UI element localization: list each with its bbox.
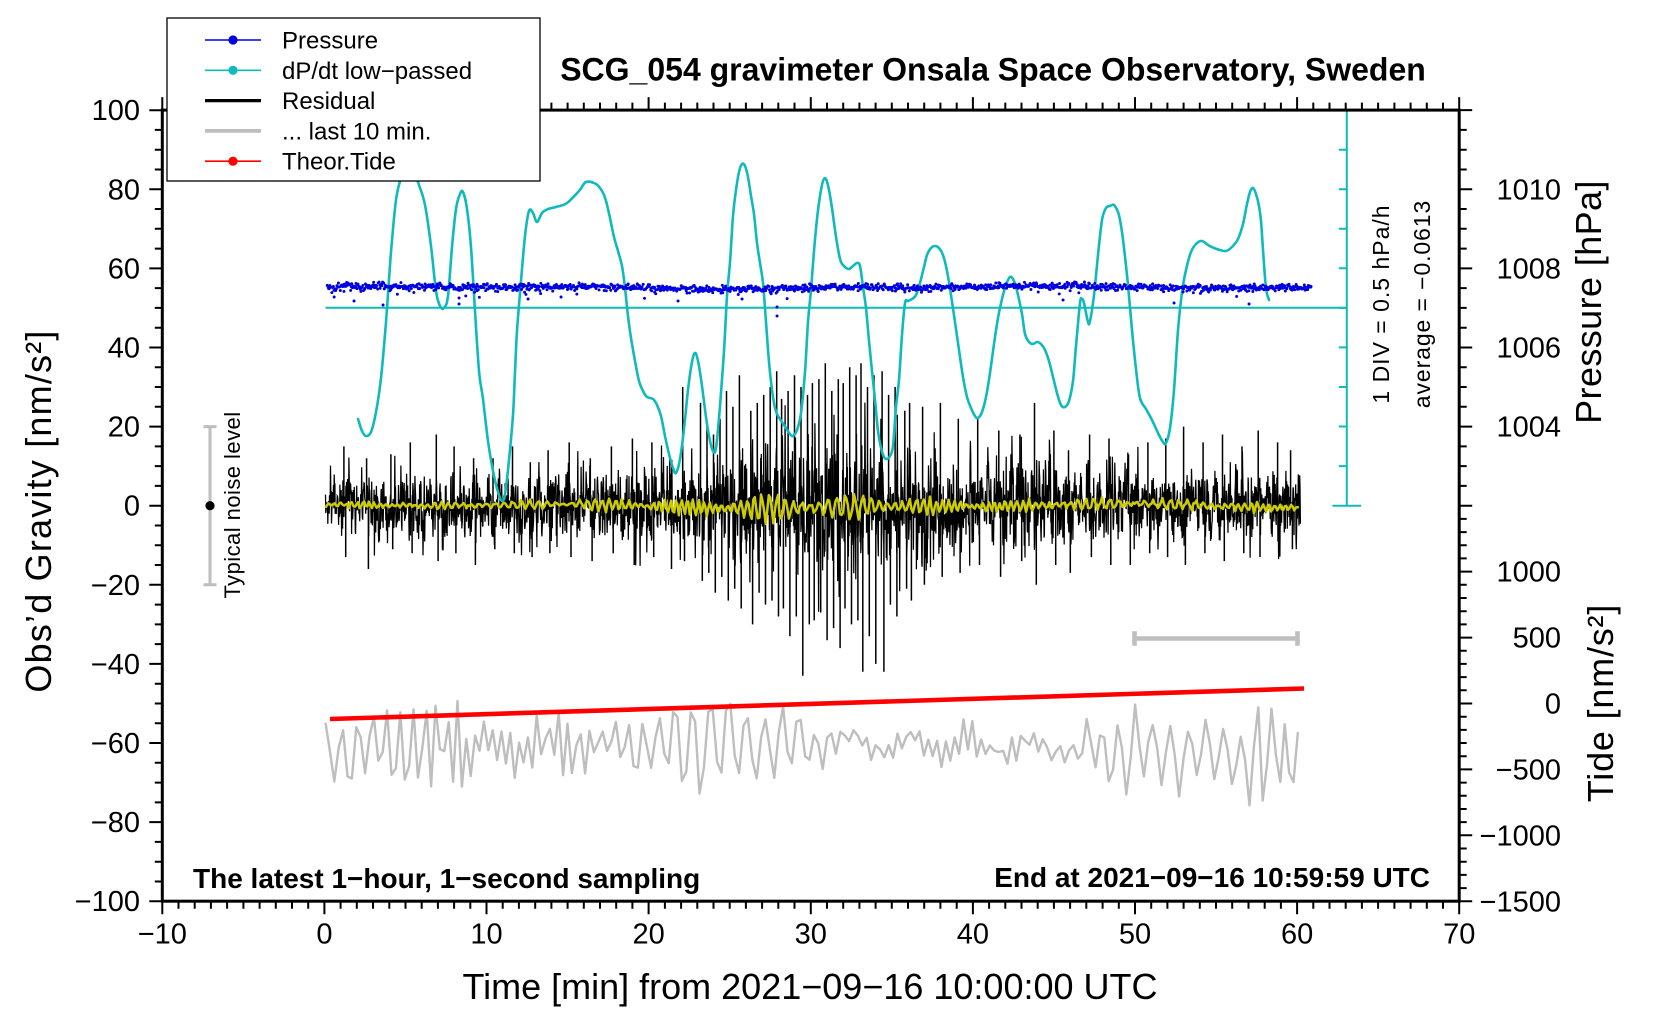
svg-text:1008: 1008 xyxy=(1496,253,1561,285)
svg-text:1006: 1006 xyxy=(1496,333,1561,365)
svg-text:0: 0 xyxy=(124,491,140,523)
svg-text:500: 500 xyxy=(1513,623,1561,655)
svg-text:20: 20 xyxy=(108,412,140,444)
svg-text:−60: −60 xyxy=(91,728,140,760)
svg-text:1004: 1004 xyxy=(1496,412,1561,444)
svg-text:50: 50 xyxy=(1119,919,1151,951)
svg-text:−500: −500 xyxy=(1496,754,1561,786)
svg-text:100: 100 xyxy=(92,95,140,127)
svg-text:−1500: −1500 xyxy=(1480,886,1561,918)
svg-text:30: 30 xyxy=(795,919,827,951)
svg-text:0: 0 xyxy=(316,919,332,951)
svg-text:10: 10 xyxy=(470,919,502,951)
svg-text:Time [min] from 2021−09−16 10:: Time [min] from 2021−09−16 10:00:00 UTC xyxy=(462,966,1157,1007)
svg-text:Typical noise level: Typical noise level xyxy=(220,411,245,598)
svg-text:60: 60 xyxy=(108,253,140,285)
svg-text:80: 80 xyxy=(108,174,140,206)
svg-text:The latest 1−hour, 1−second sa: The latest 1−hour, 1−second sampling xyxy=(193,863,700,894)
svg-text:Pressure: Pressure xyxy=(282,28,378,55)
svg-text:−80: −80 xyxy=(91,807,140,839)
svg-text:Obs’d Gravity [nm/s²]: Obs’d Gravity [nm/s²] xyxy=(18,329,59,692)
svg-text:60: 60 xyxy=(1281,919,1313,951)
svg-text:−1000: −1000 xyxy=(1480,820,1561,852)
svg-text:SCG_054 gravimeter Onsala Spac: SCG_054 gravimeter Onsala Space Observat… xyxy=(560,52,1426,88)
svg-text:End at 2021−09−16 10:59:59 UTC: End at 2021−09−16 10:59:59 UTC xyxy=(994,862,1430,893)
svg-text:Theor.Tide: Theor.Tide xyxy=(282,149,396,176)
svg-text:1010: 1010 xyxy=(1496,174,1561,206)
svg-text:dP/dt low−passed: dP/dt low−passed xyxy=(282,58,472,85)
svg-text:0: 0 xyxy=(1545,689,1561,721)
svg-text:average = −0.0613: average = −0.0613 xyxy=(1409,200,1435,408)
svg-text:1000: 1000 xyxy=(1496,557,1561,589)
svg-text:... last 10 min.: ... last 10 min. xyxy=(282,118,431,145)
svg-text:1 DIV = 0.5 hPa/h: 1 DIV = 0.5 hPa/h xyxy=(1368,204,1394,403)
svg-text:40: 40 xyxy=(108,333,140,365)
svg-text:−10: −10 xyxy=(138,919,187,951)
svg-text:20: 20 xyxy=(632,919,664,951)
svg-text:Residual: Residual xyxy=(282,88,375,115)
svg-text:70: 70 xyxy=(1443,919,1475,951)
svg-text:−40: −40 xyxy=(91,649,140,681)
svg-text:−100: −100 xyxy=(75,886,140,918)
svg-text:−20: −20 xyxy=(91,570,140,602)
svg-text:Tide [nm/s²]: Tide [nm/s²] xyxy=(1580,604,1621,802)
svg-text:Pressure [hPa]: Pressure [hPa] xyxy=(1568,180,1609,424)
svg-text:40: 40 xyxy=(957,919,989,951)
